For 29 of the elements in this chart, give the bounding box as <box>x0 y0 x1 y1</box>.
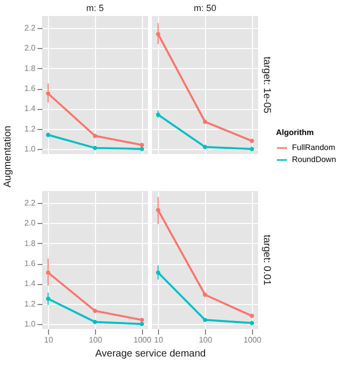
legend-label: FullRandom <box>292 143 336 152</box>
x-tick-label: 10 <box>154 336 164 344</box>
y2-axis-title: target: 0.01 <box>261 234 272 286</box>
y-tick-label: 1.6 <box>24 84 36 94</box>
y-tick-label: 1.2 <box>24 299 36 308</box>
x-tick-label: 1000 <box>243 336 262 344</box>
y2-axis-title: target: 1e-05 <box>261 56 272 114</box>
x-axis-title: Average service demand <box>95 348 206 360</box>
y-tick-label: 1.6 <box>24 259 36 268</box>
y-tick-label: 1.4 <box>24 104 36 114</box>
y-axis-title: Augmentation <box>2 126 14 188</box>
y-tick-label: 1.0 <box>24 319 36 328</box>
chart-title: m: 5 <box>86 3 104 13</box>
x-tick-label: 100 <box>198 336 213 344</box>
x-tick-label: 10 <box>44 336 54 344</box>
legend-title: Algorithm <box>276 128 314 137</box>
x-tick-label: 1000 <box>133 336 152 344</box>
chart-title: m: 50 <box>194 3 216 13</box>
y-tick-label: 1.2 <box>24 124 36 134</box>
y-tick-label: 2.0 <box>24 218 36 228</box>
y-tick-label: 1.8 <box>24 238 36 248</box>
y-tick-label: 2.2 <box>24 24 36 33</box>
y-tick-label: 2.2 <box>24 198 36 208</box>
y-tick-label: 1.8 <box>24 64 36 73</box>
legend-label: RoundDown <box>292 155 336 164</box>
y-tick-label: 1.4 <box>24 279 36 288</box>
y-tick-label: 2.0 <box>24 44 36 53</box>
x-tick-label: 100 <box>88 336 103 344</box>
y-tick-label: 1.0 <box>24 144 36 154</box>
